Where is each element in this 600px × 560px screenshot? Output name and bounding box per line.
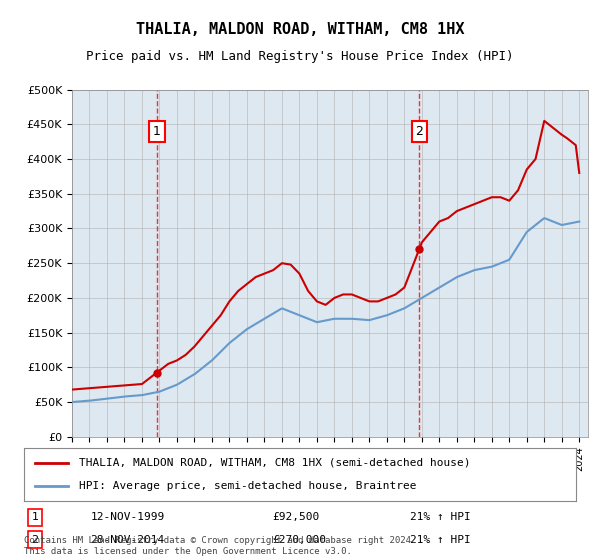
Text: HPI: Average price, semi-detached house, Braintree: HPI: Average price, semi-detached house,…	[79, 481, 416, 491]
Text: 1: 1	[153, 125, 161, 138]
Text: THALIA, MALDON ROAD, WITHAM, CM8 1HX (semi-detached house): THALIA, MALDON ROAD, WITHAM, CM8 1HX (se…	[79, 458, 471, 468]
Text: 12-NOV-1999: 12-NOV-1999	[90, 512, 164, 522]
Text: 2: 2	[415, 125, 423, 138]
Text: Price paid vs. HM Land Registry's House Price Index (HPI): Price paid vs. HM Land Registry's House …	[86, 50, 514, 63]
Text: 2: 2	[31, 535, 38, 545]
Text: Contains HM Land Registry data © Crown copyright and database right 2024.
This d: Contains HM Land Registry data © Crown c…	[24, 536, 416, 556]
Text: THALIA, MALDON ROAD, WITHAM, CM8 1HX: THALIA, MALDON ROAD, WITHAM, CM8 1HX	[136, 22, 464, 38]
Text: £270,000: £270,000	[272, 535, 326, 545]
Text: 1: 1	[32, 512, 38, 522]
Text: £92,500: £92,500	[272, 512, 320, 522]
Text: 28-NOV-2014: 28-NOV-2014	[90, 535, 164, 545]
Text: 21% ↑ HPI: 21% ↑ HPI	[410, 512, 471, 522]
Text: 21% ↑ HPI: 21% ↑ HPI	[410, 535, 471, 545]
